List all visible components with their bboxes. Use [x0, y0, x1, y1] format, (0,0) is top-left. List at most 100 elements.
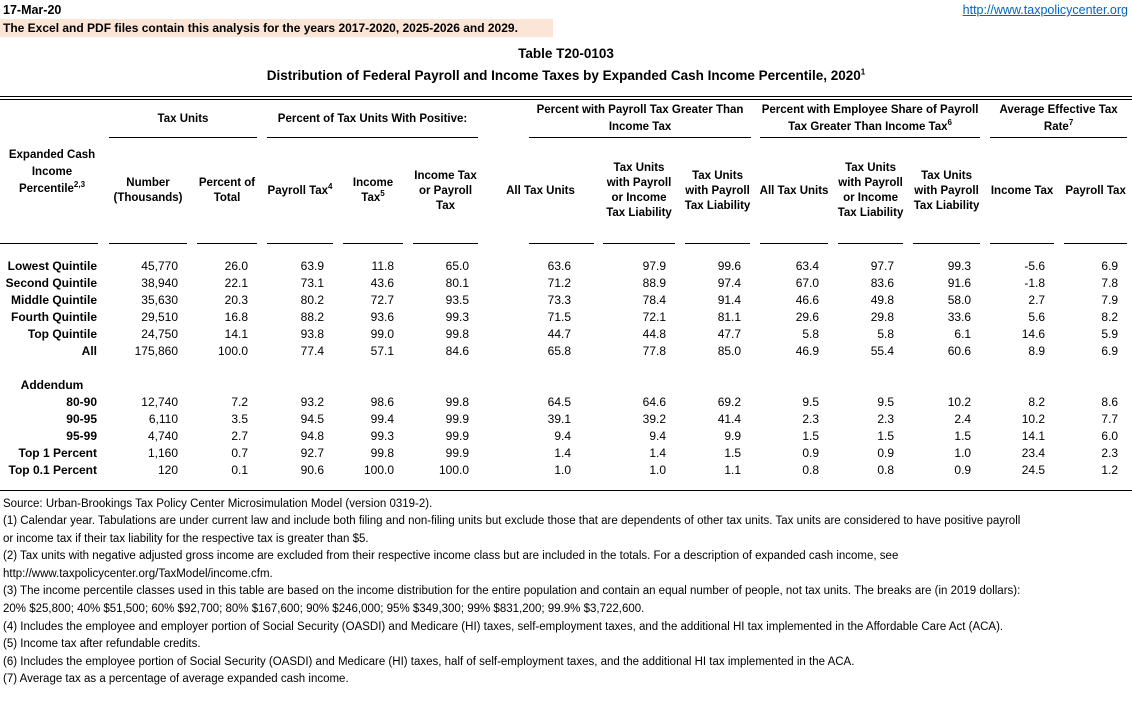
value-cell: 90.6	[300, 462, 325, 477]
col-income-or-payroll: Income Tax or Payroll Tax	[408, 138, 483, 244]
col-payroll-tax: Payroll Tax4	[262, 138, 338, 244]
spacer-cell	[0, 244, 1132, 257]
group-label: Average Effective Tax Rate	[999, 104, 1118, 133]
value-cell: 83.6	[870, 275, 895, 290]
value-cell: 99.3	[370, 428, 395, 443]
col-label: Number (Thousands)	[113, 177, 183, 204]
row-label: Fourth Quintile	[11, 309, 97, 324]
value-cell: 8.6	[1101, 394, 1119, 409]
value-cell: 100.0	[363, 462, 395, 477]
value-cell: 10.2	[947, 394, 972, 409]
value-cell: 5.9	[1101, 326, 1119, 341]
footnote-line: (3) The income percentile classes used i…	[3, 585, 1021, 598]
col-footnote-ref: 4	[328, 181, 333, 191]
value-cell: 3.5	[231, 411, 249, 426]
group-label: Percent of Tax Units With Positive:	[277, 112, 468, 125]
value-cell: 6.9	[1101, 343, 1119, 358]
group-label: Percent with Payroll Tax Greater Than In…	[536, 104, 744, 133]
value-cell: 1.4	[649, 445, 667, 460]
row-header-label: Expanded Cash Income Percentile	[8, 148, 96, 195]
value-cell: 2.3	[802, 411, 820, 426]
row-label: 80-90	[66, 394, 97, 409]
value-cell: 55.4	[870, 343, 895, 358]
col-label: Payroll Tax	[267, 184, 329, 197]
row-label: Top 1 Percent	[18, 445, 97, 460]
value-cell: 99.8	[370, 445, 395, 460]
value-cell: 5.6	[1028, 309, 1046, 324]
value-cell: 6.9	[1101, 258, 1119, 273]
footnote-line: (6) Includes the employee portion of Soc…	[3, 655, 855, 668]
value-cell: 175,860	[134, 343, 178, 358]
value-cell: 81.1	[717, 309, 742, 324]
table-row: Fourth Quintile 29,510 16.8 88.2 93.6 99.3 71.…	[0, 308, 1132, 325]
group-average-effective-rate: Average Effective Tax Rate7	[985, 98, 1132, 138]
footnote-line: (1) Calendar year. Tabulations are under…	[3, 515, 1021, 528]
value-cell: 39.2	[642, 411, 667, 426]
col-label: Income Tax or Payroll Tax	[414, 169, 477, 212]
value-cell: 2.3	[1101, 445, 1119, 460]
table-row: 90-95 6,110 3.5 94.5 99.4 99.9 39.1 39.2 41.4 2.3…	[0, 410, 1132, 427]
col-label: Percent of Total	[198, 177, 256, 204]
table-row: 95-99 4,740 2.7 94.8 99.3 99.9 9.4 9.4 9.9 1.5 1.5…	[0, 427, 1132, 444]
group-tax-units: Tax Units	[104, 98, 262, 138]
value-cell: 46.9	[795, 343, 820, 358]
col-label: Income Tax	[990, 184, 1054, 197]
analysis-years-banner: The Excel and PDF files contain this ana…	[0, 19, 553, 37]
value-cell: 35,630	[141, 292, 178, 307]
value-cell: 20.3	[224, 292, 249, 307]
row-label: Lowest Quintile	[7, 258, 97, 273]
value-cell: 44.8	[642, 326, 667, 341]
row-label: Top 0.1 Percent	[8, 462, 97, 477]
table-row: All 175,860 100.0 77.4 57.1 84.6 65.8 77.8 85.0 4…	[0, 342, 1132, 359]
table-row: Middle Quintile 35,630 20.3 80.2 72.7 93.5 73.…	[0, 291, 1132, 308]
row-label: Top Quintile	[27, 326, 97, 341]
col-units-payroll-liability-2: Tax Units with Payroll Tax Liability	[908, 138, 985, 244]
value-cell: 24,750	[141, 326, 178, 341]
value-cell: 97.9	[642, 258, 667, 273]
col-label: Payroll Tax	[1065, 184, 1126, 197]
footnote-line: (7) Average tax as a percentage of avera…	[3, 673, 349, 686]
group-label: Tax Units	[157, 112, 209, 125]
value-cell: 57.1	[370, 343, 395, 358]
value-cell: 7.9	[1101, 292, 1119, 307]
footnotes: Source: Urban-Brookings Tax Policy Cente…	[0, 496, 1132, 690]
col-all-tax-units-2: All Tax Units	[755, 138, 833, 244]
spacer-cell	[0, 478, 1132, 490]
value-cell: 80.2	[300, 292, 325, 307]
value-cell: 8.2	[1101, 309, 1119, 324]
value-cell: 14.6	[1021, 326, 1046, 341]
value-cell: 1.0	[649, 462, 667, 477]
value-cell: 80.1	[445, 275, 470, 290]
table-row: Top 1 Percent 1,160 0.7 92.7 99.8 99.9 1.4 1.4 1…	[0, 444, 1132, 461]
col-label: Tax Units with Payroll or Income Tax Lia…	[837, 162, 904, 219]
value-cell: 2.7	[1028, 292, 1046, 307]
table-row: Top Quintile 24,750 14.1 93.8 99.0 99.8 44.7 44…	[0, 325, 1132, 342]
value-cell: 1,160	[147, 445, 178, 460]
value-cell: 2.7	[231, 428, 249, 443]
value-cell: 29.6	[795, 309, 820, 324]
value-cell: 99.8	[445, 394, 470, 409]
value-cell: 93.6	[370, 309, 395, 324]
value-cell: 99.4	[370, 411, 395, 426]
value-cell: 9.4	[649, 428, 667, 443]
addendum-label: Addendum	[20, 377, 84, 392]
value-cell: 22.1	[224, 275, 249, 290]
value-cell: 1.2	[1101, 462, 1119, 477]
value-cell: 44.7	[547, 326, 572, 341]
value-cell: 10.2	[1021, 411, 1046, 426]
col-units-payroll-liability-1: Tax Units with Payroll Tax Liability	[680, 138, 755, 244]
value-cell: 100.0	[217, 343, 249, 358]
value-cell: 69.2	[717, 394, 742, 409]
title-footnote-ref: 1	[860, 67, 866, 77]
row-label: 95-99	[66, 428, 97, 443]
value-cell: 2.4	[954, 411, 972, 426]
taxpolicycenter-link[interactable]: http://www.taxpolicycenter.org	[962, 3, 1128, 17]
value-cell: 99.9	[445, 445, 470, 460]
spacer-row	[0, 359, 1132, 376]
value-cell: 39.1	[547, 411, 572, 426]
group-percent-positive: Percent of Tax Units With Positive:	[262, 98, 483, 138]
value-cell: 7.8	[1101, 275, 1119, 290]
value-cell: 9.9	[724, 428, 742, 443]
value-cell: 1.5	[724, 445, 742, 460]
value-cell: 65.0	[445, 258, 470, 273]
